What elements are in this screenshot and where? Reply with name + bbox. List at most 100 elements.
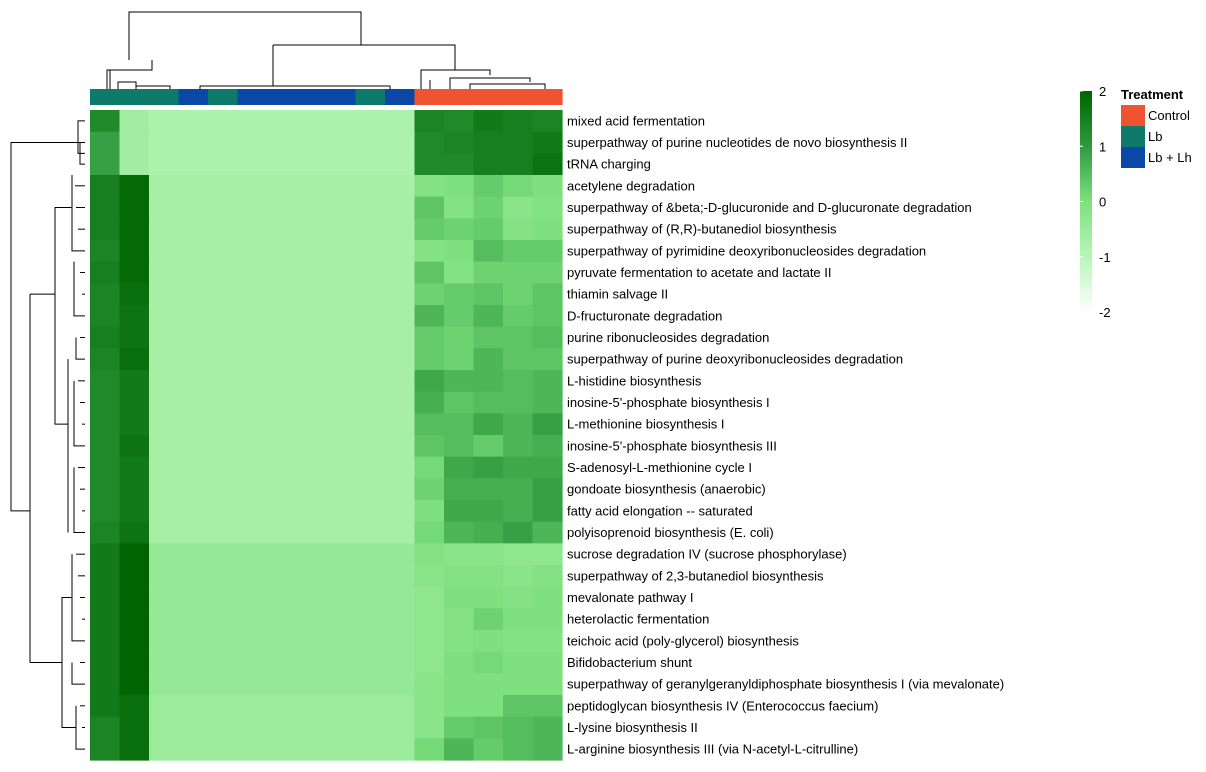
heatmap-cell	[149, 326, 180, 349]
heatmap-cell	[355, 283, 386, 306]
row-label: L-arginine biosynthesis III (via N-acety…	[567, 742, 858, 757]
heatmap-cell	[444, 608, 475, 631]
heatmap-cell	[385, 543, 416, 566]
heatmap-cell	[208, 175, 239, 198]
heatmap-cell	[414, 695, 445, 718]
heatmap-cell	[237, 153, 268, 176]
heatmap-cell	[414, 283, 445, 306]
heatmap-cell	[178, 435, 209, 458]
heatmap-cell	[473, 370, 504, 393]
heatmap-cell	[326, 153, 357, 176]
heatmap-cell	[503, 521, 534, 544]
heatmap-cell	[90, 131, 121, 154]
heatmap-cell	[385, 435, 416, 458]
dendrogram-branch	[135, 82, 171, 89]
heatmap-cell	[532, 565, 563, 588]
row-dendrogram	[10, 120, 85, 750]
heatmap-cell	[237, 218, 268, 241]
heatmap-cell	[178, 261, 209, 284]
heatmap-cell	[385, 305, 416, 328]
heatmap-cell	[149, 630, 180, 653]
heatmap-cell	[149, 651, 180, 674]
heatmap-cell	[267, 218, 298, 241]
heatmap-cell	[119, 456, 150, 479]
annotation-cell	[208, 89, 239, 105]
heatmap-cell	[296, 261, 327, 284]
row-label: L-lysine biosynthesis II	[567, 720, 698, 735]
heatmap-cell	[237, 586, 268, 609]
heatmap-cell	[267, 153, 298, 176]
heatmap-cell	[267, 521, 298, 544]
color-scale-tick-label: 0	[1099, 195, 1106, 210]
heatmap-cell	[414, 218, 445, 241]
heatmap-cell	[532, 543, 563, 566]
heatmap-cell	[532, 175, 563, 198]
heatmap-cell	[119, 348, 150, 371]
heatmap-cell	[267, 305, 298, 328]
heatmap-cell	[296, 608, 327, 631]
heatmap-cell	[149, 153, 180, 176]
heatmap-cell	[90, 305, 121, 328]
heatmap-cell	[355, 370, 386, 393]
heatmap-cell	[414, 305, 445, 328]
heatmap-cell	[326, 651, 357, 674]
heatmap-cell	[178, 326, 209, 349]
row-label: acetylene degradation	[567, 178, 695, 193]
heatmap-cell	[296, 716, 327, 739]
heatmap-cell	[532, 435, 563, 458]
heatmap-cell	[237, 695, 268, 718]
row-label: mixed acid fermentation	[567, 113, 705, 128]
heatmap-cell	[296, 586, 327, 609]
heatmap-cell	[119, 391, 150, 414]
heatmap-cell	[90, 695, 121, 718]
heatmap-cell	[237, 131, 268, 154]
row-label: superpathway of geranylgeranyldiphosphat…	[567, 677, 1004, 692]
heatmap-cell	[267, 261, 298, 284]
heatmap-cell	[444, 738, 475, 761]
heatmap-cell	[414, 630, 445, 653]
heatmap-cell	[208, 586, 239, 609]
dendrogram-branch	[272, 45, 391, 89]
annotation-cell	[90, 89, 121, 105]
heatmap-cell	[267, 326, 298, 349]
dendrogram-branch	[117, 81, 137, 89]
heatmap-cell	[503, 153, 534, 176]
heatmap-cell	[503, 478, 534, 501]
heatmap-cell	[385, 608, 416, 631]
heatmap-cell	[296, 131, 327, 154]
heatmap-cell	[473, 218, 504, 241]
heatmap-cell	[178, 153, 209, 176]
heatmap-cell	[532, 218, 563, 241]
heatmap-cell	[473, 305, 504, 328]
heatmap-cell	[444, 305, 475, 328]
heatmap-cell	[119, 695, 150, 718]
row-label: sucrose degradation IV (sucrose phosphor…	[567, 547, 847, 562]
heatmap-cell	[296, 673, 327, 696]
heatmap-cell	[326, 608, 357, 631]
heatmap-cell	[414, 500, 445, 523]
heatmap-cell	[532, 131, 563, 154]
heatmap-cell	[90, 413, 121, 436]
heatmap-cell	[149, 565, 180, 588]
heatmap-cell	[326, 673, 357, 696]
heatmap-cell	[414, 586, 445, 609]
heatmap-cell	[208, 543, 239, 566]
heatmap-cell	[355, 565, 386, 588]
heatmap-cell	[355, 521, 386, 544]
heatmap-cell	[237, 651, 268, 674]
heatmap-cell	[326, 543, 357, 566]
heatmap-cell	[90, 175, 121, 198]
row-label: superpathway of &beta;-D-glucuronide and…	[567, 200, 972, 215]
heatmap-cell	[208, 565, 239, 588]
heatmap-cell	[119, 608, 150, 631]
heatmap-cell	[326, 131, 357, 154]
heatmap-cell	[90, 218, 121, 241]
heatmap-cell	[473, 153, 504, 176]
heatmap-cell	[385, 456, 416, 479]
heatmap-cell	[473, 391, 504, 414]
dendrogram-branch	[61, 662, 76, 728]
column-dendrogram	[106, 11, 546, 89]
treatment-legend-title: Treatment	[1121, 87, 1184, 102]
heatmap-cell	[385, 175, 416, 198]
heatmap-cell	[473, 716, 504, 739]
